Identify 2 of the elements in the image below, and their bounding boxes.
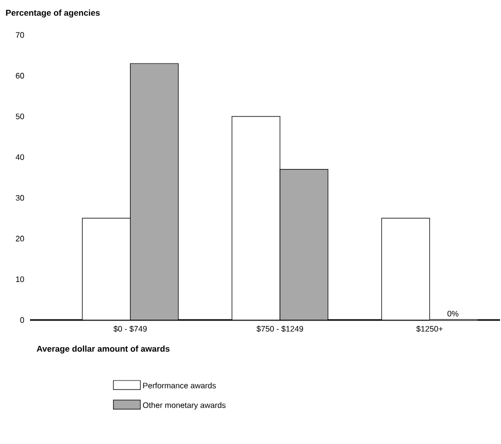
y-axis-title: Percentage of agencies: [6, 10, 100, 18]
x-axis-title: Average dollar amount of awards: [36, 346, 170, 354]
